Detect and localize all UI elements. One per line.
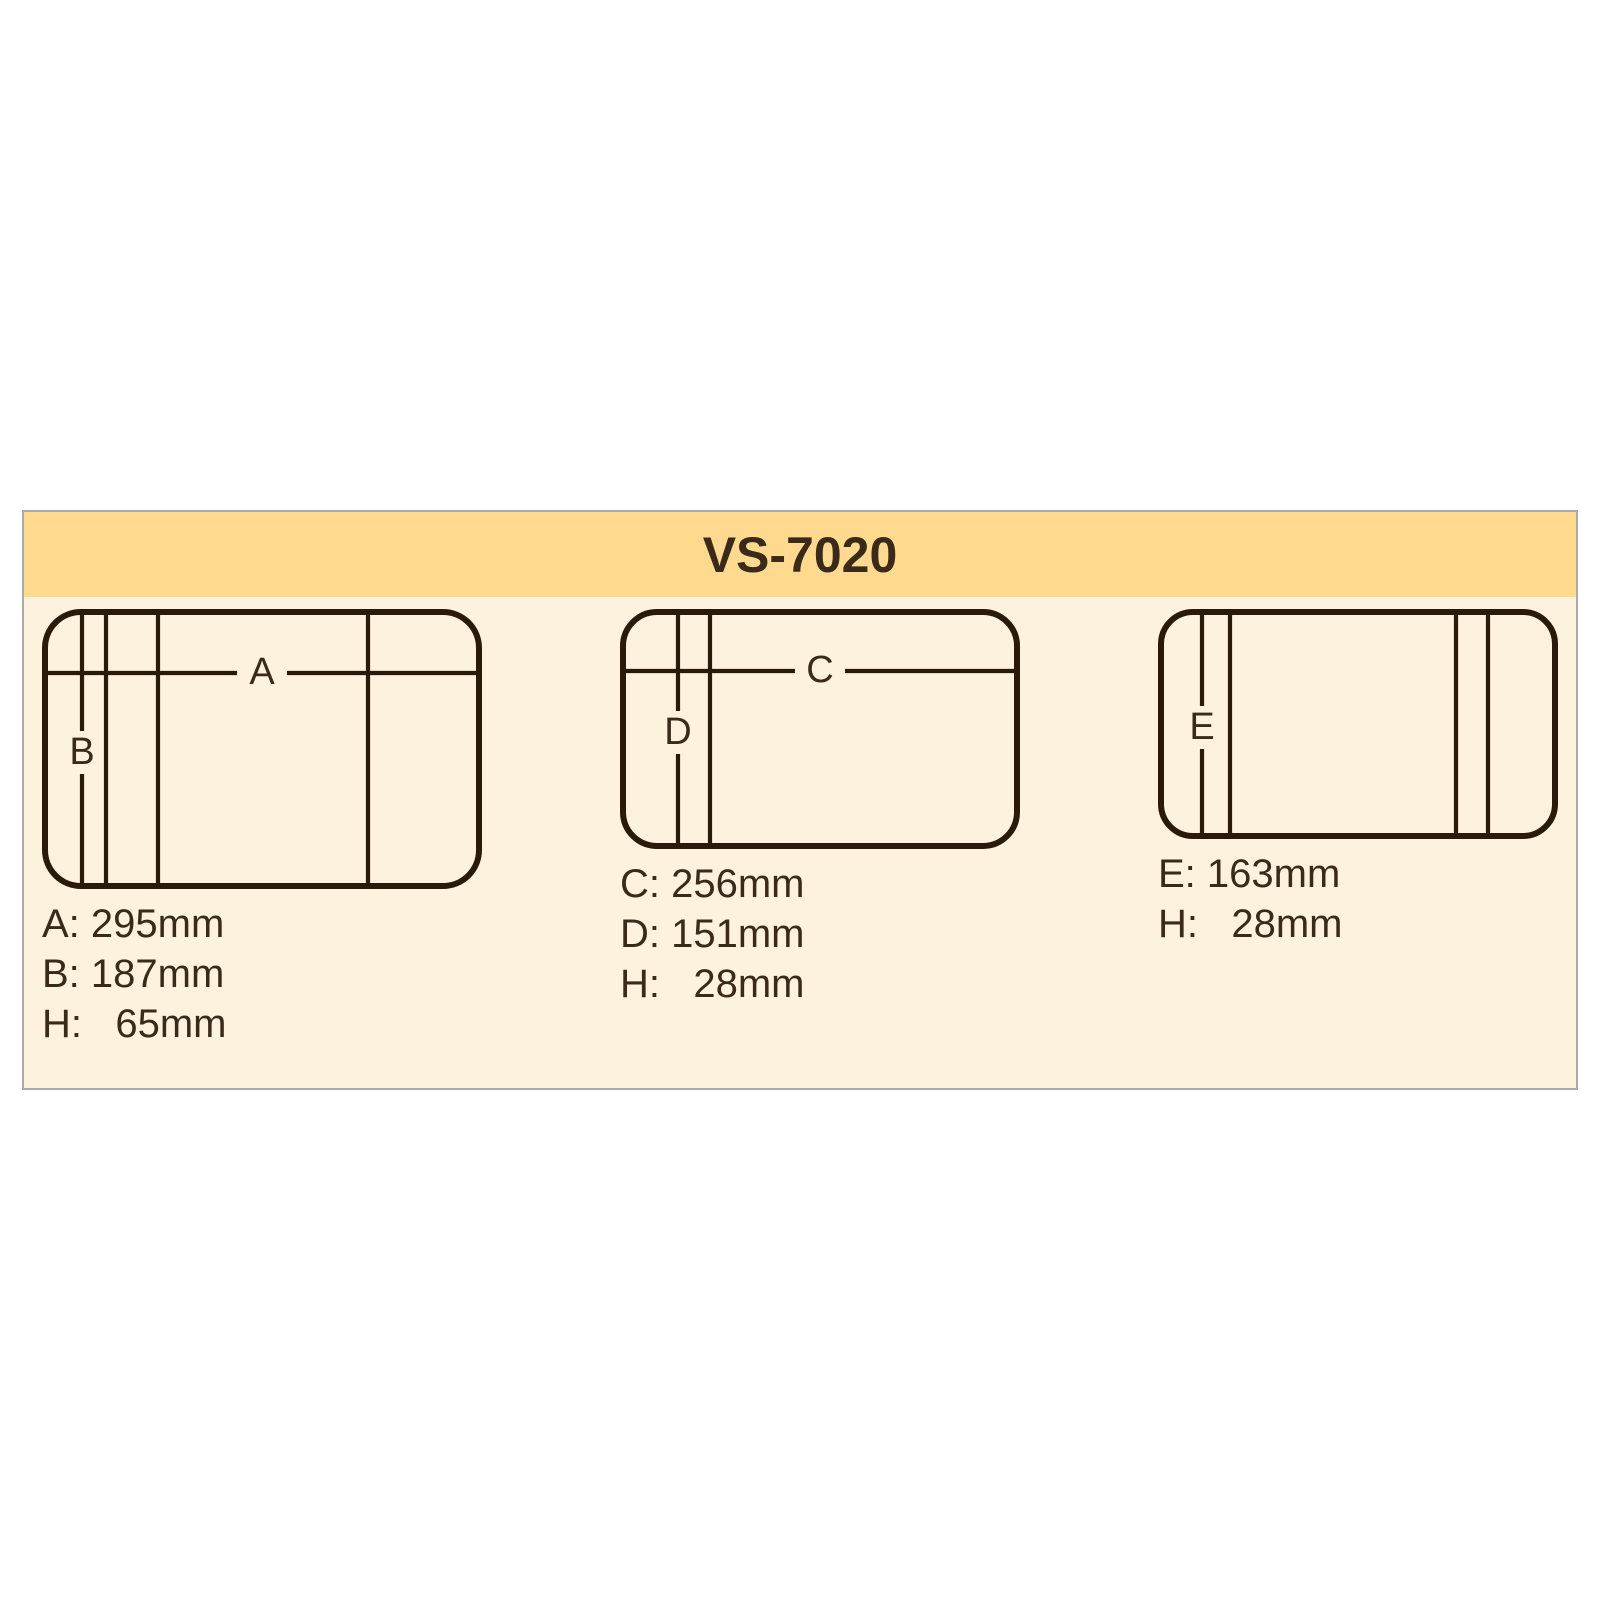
box-col-1: AB A: 295mm B: 187mm H: 65mm	[42, 609, 482, 1088]
measurements-1: A: 295mm B: 187mm H: 65mm	[42, 899, 226, 1049]
measurements-3: E: 163mm H: 28mm	[1158, 849, 1342, 949]
spec-panel: VS-7020 AB A: 295mm B: 187mm H: 65mm CD …	[22, 510, 1578, 1090]
box-col-3: E E: 163mm H: 28mm	[1158, 609, 1558, 1088]
title-bar: VS-7020	[24, 512, 1576, 597]
diagram-3: E	[1158, 609, 1558, 839]
diagram-1: AB	[42, 609, 482, 889]
dim-letter-e: E	[1184, 706, 1220, 749]
content-row: AB A: 295mm B: 187mm H: 65mm CD C: 256mm…	[24, 597, 1576, 1088]
box-col-2: CD C: 256mm D: 151mm H: 28mm	[620, 609, 1020, 1088]
dim-letter-a: A	[242, 651, 282, 694]
dim-letter-c: C	[800, 649, 840, 692]
product-title: VS-7020	[703, 526, 898, 584]
dim-letter-b: B	[64, 731, 100, 774]
dim-letter-d: D	[660, 711, 696, 754]
measurements-2: C: 256mm D: 151mm H: 28mm	[620, 859, 805, 1009]
diagram-2: CD	[620, 609, 1020, 849]
